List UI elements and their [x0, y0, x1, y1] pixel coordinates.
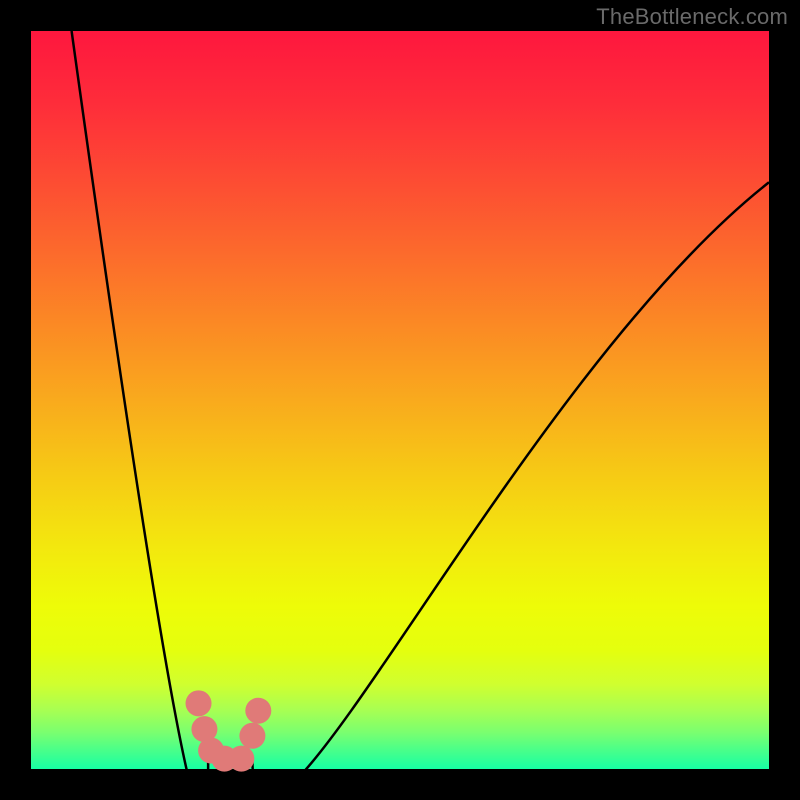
curve-marker [228, 746, 254, 772]
curve-marker [186, 690, 212, 716]
bottleneck-chart [0, 0, 800, 800]
curve-marker [239, 723, 265, 749]
chart-stage: TheBottleneck.com [0, 0, 800, 800]
watermark-text: TheBottleneck.com [596, 4, 788, 30]
curve-marker [245, 698, 271, 724]
gradient-background [31, 31, 769, 769]
